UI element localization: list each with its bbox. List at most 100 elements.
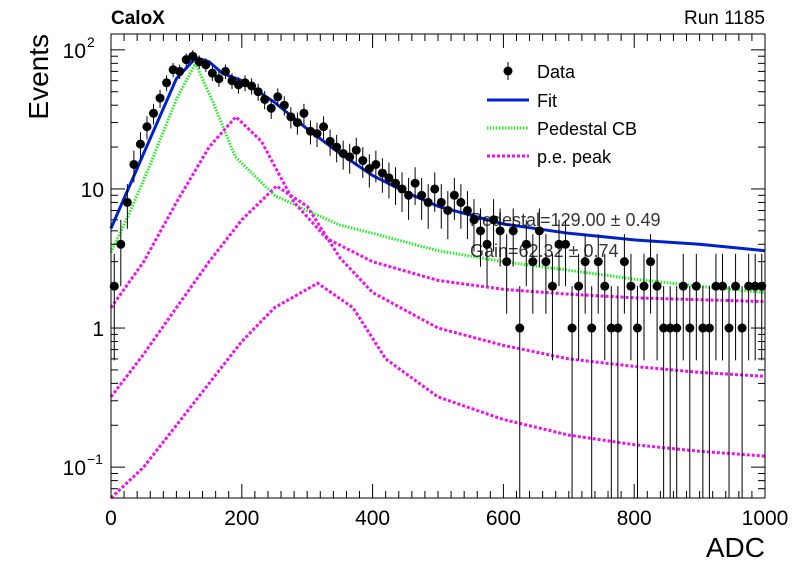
data-point	[175, 64, 185, 80]
data-point	[541, 234, 551, 314]
legend-label: Fit	[537, 91, 557, 111]
legend-item: Data	[503, 62, 576, 82]
data-point	[312, 122, 322, 148]
data-point	[587, 286, 597, 498]
data-point	[685, 286, 695, 498]
data-point	[122, 184, 132, 229]
data-point	[521, 219, 531, 287]
data-point	[207, 66, 217, 81]
data-point	[319, 116, 329, 140]
data-point	[332, 134, 342, 163]
data-point	[626, 253, 636, 361]
x-tick-label: 200	[224, 507, 259, 530]
data-point	[469, 199, 479, 252]
data-point	[678, 253, 688, 361]
data-point	[292, 112, 302, 135]
overlay-gain-text: Gain=62.32 ± 0.74	[470, 241, 619, 261]
data-point	[462, 191, 472, 240]
data-point	[567, 286, 577, 498]
data-point	[508, 208, 518, 267]
data-point	[632, 286, 642, 498]
y-tick-exponent: −1	[87, 451, 103, 467]
data-point	[162, 75, 172, 92]
series-line-p-e-peak-2	[109, 184, 766, 398]
data-point	[390, 167, 400, 205]
data-point	[188, 50, 198, 63]
y-tick-exponent: 2	[87, 34, 95, 50]
header-right-label: Run 1185	[684, 8, 765, 29]
data-point	[299, 103, 309, 125]
data-point	[443, 191, 453, 240]
data-point	[554, 219, 564, 287]
legend-item: p.e. peak	[487, 147, 612, 167]
y-tick-label: 1	[92, 318, 104, 341]
x-tick-label: 600	[486, 507, 521, 530]
header-left-label: CaloX	[111, 8, 165, 29]
data-point	[547, 253, 557, 361]
data-point	[116, 219, 126, 287]
data-point	[358, 147, 368, 178]
data-point	[266, 99, 276, 119]
data-point	[201, 58, 211, 73]
series-line-p-e-peak-1	[109, 115, 766, 309]
data-point	[404, 177, 414, 220]
data-point	[691, 253, 701, 361]
data-point	[227, 73, 237, 90]
data-point	[397, 172, 407, 212]
data-point	[345, 143, 355, 174]
x-tick-label: 400	[355, 507, 390, 530]
data-point	[698, 286, 708, 498]
x-tick-label: 1000	[742, 507, 789, 530]
data-point	[593, 234, 603, 314]
data-point	[659, 286, 669, 498]
data-point	[260, 90, 270, 110]
data-point	[214, 71, 224, 87]
data-point	[495, 208, 505, 267]
legend: Data Fit Pedestal CB p.e. peak	[487, 62, 637, 167]
data-point	[351, 137, 361, 166]
data-point	[449, 177, 459, 220]
x-tick-label: 800	[617, 507, 652, 530]
data-point	[476, 208, 486, 267]
data-point	[724, 286, 734, 498]
data-point	[731, 253, 741, 361]
data-point	[737, 286, 747, 498]
data-point	[456, 184, 466, 229]
data-point	[482, 219, 492, 287]
data-point	[384, 162, 394, 199]
data-point	[606, 286, 616, 498]
legend-item: Pedestal CB	[487, 119, 637, 139]
data-point	[149, 103, 159, 125]
data-point	[135, 132, 145, 159]
legend-label: Data	[537, 62, 576, 82]
data-point	[600, 253, 610, 361]
data-point	[652, 253, 662, 361]
data-point	[220, 64, 230, 80]
data-point	[528, 234, 538, 314]
data-point	[273, 88, 283, 107]
series-line-pedestal-cb	[109, 61, 766, 294]
data-point	[410, 167, 420, 205]
y-axis-label: Events	[23, 34, 54, 120]
series-line-p-e-peak-3	[109, 281, 766, 500]
x-axis-label: ADC	[706, 532, 765, 563]
data-points	[109, 50, 767, 498]
data-point	[646, 234, 656, 314]
data-point	[619, 234, 629, 314]
data-point	[436, 184, 446, 229]
legend-item: Fit	[487, 91, 557, 111]
data-point	[665, 286, 675, 498]
data-point	[717, 253, 727, 361]
data-point	[489, 199, 499, 252]
data-point	[253, 83, 263, 101]
data-point	[430, 172, 440, 212]
data-point	[129, 150, 139, 183]
x-axis: 0 200 400 600 800 1000	[105, 34, 788, 530]
data-point	[534, 208, 544, 267]
data-point	[155, 89, 165, 108]
data-point	[377, 158, 387, 193]
data-point	[279, 96, 289, 116]
series-curves	[109, 56, 766, 500]
y-tick-label: 10	[63, 457, 86, 480]
